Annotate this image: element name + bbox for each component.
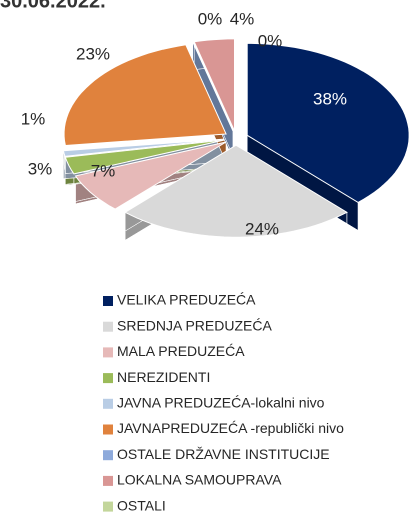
slice: [62, 138, 225, 157]
value-label: 7%: [91, 161, 116, 180]
legend-swatch: [103, 347, 113, 358]
value-label: 23%: [76, 44, 110, 63]
value-label: 24%: [245, 219, 279, 238]
slice: [64, 139, 225, 175]
legend-label: JAVNAPREDUZEĆA -republički nivo: [117, 420, 344, 436]
slice: [246, 42, 410, 203]
slice: [63, 44, 227, 147]
slice: [192, 41, 234, 132]
legend-label: JAVNA PREDUZEĆA-lokalni nivo: [117, 395, 325, 411]
legend-label: SREDNJA PREDUZEĆA: [117, 317, 272, 333]
legend-swatch: [103, 475, 113, 486]
legend-swatch: [103, 501, 113, 512]
slice: [193, 38, 235, 132]
legend-swatch: [103, 424, 113, 435]
legend-label: VELIKA PREDUZEĆA: [117, 292, 256, 308]
slice: [74, 141, 227, 210]
slice: [124, 144, 348, 238]
legend-swatch: [103, 321, 113, 332]
legend-label: OSTALE DRŽAVNE INSTITUCIJE: [117, 446, 330, 462]
value-label: 4%: [230, 9, 255, 28]
legend-label: LOKALNA SAMOUPRAVA: [117, 472, 282, 488]
legend-swatch: [103, 398, 113, 409]
chart-title: 30.06.2022.: [0, 0, 106, 12]
legend-swatch: [103, 450, 113, 461]
legend-swatch: [103, 296, 113, 306]
value-label: 38%: [313, 89, 347, 108]
value-label: 1%: [21, 109, 46, 128]
value-label: 0%: [258, 31, 283, 50]
legend-label: OSTALI: [117, 497, 166, 512]
legend-label: NEREZIDENTI: [117, 369, 210, 385]
value-label: 3%: [28, 159, 53, 178]
legend-label: MALA PREDUZEĆA: [117, 343, 245, 359]
value-label: 0%: [198, 9, 223, 28]
legend-swatch: [103, 373, 113, 384]
